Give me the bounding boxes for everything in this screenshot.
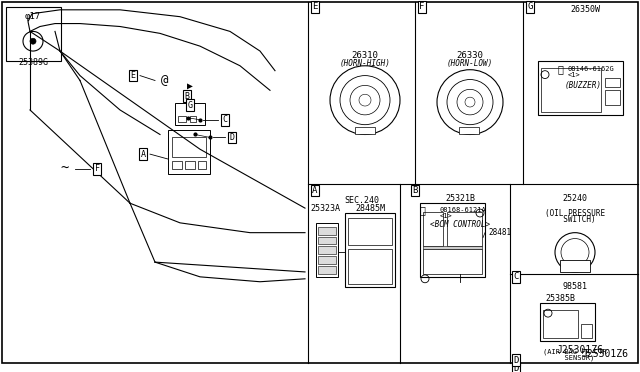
Text: B: B (412, 186, 418, 195)
Text: D: D (513, 356, 518, 365)
Text: 26310: 26310 (351, 51, 378, 61)
Text: 28485M: 28485M (355, 203, 385, 213)
Bar (316, 223, 338, 277)
Text: 25321B: 25321B (445, 194, 475, 203)
Text: 28481: 28481 (488, 228, 511, 237)
Bar (185, 161, 195, 169)
Text: 25389G: 25389G (18, 58, 48, 67)
Text: 25385B: 25385B (545, 294, 575, 303)
Bar (318, 256, 336, 264)
Text: D: D (513, 364, 518, 372)
Text: D: D (230, 133, 234, 142)
Text: (AIR BAG FR CTR: (AIR BAG FR CTR (543, 348, 607, 355)
Bar (318, 266, 336, 274)
Text: 25240: 25240 (563, 194, 588, 203)
Text: E: E (131, 71, 136, 80)
Bar (605, 90, 620, 105)
Text: SENSOR): SENSOR) (556, 354, 594, 360)
Bar (6, 7, 61, 61)
Text: (HORN-LOW): (HORN-LOW) (447, 59, 493, 68)
Text: B: B (184, 92, 189, 101)
Circle shape (30, 38, 36, 44)
Bar (459, 126, 479, 135)
Text: @: @ (161, 74, 169, 87)
Bar (178, 116, 186, 122)
Bar (355, 126, 375, 135)
Bar (447, 212, 482, 246)
Text: <BCM CONTROL>: <BCM CONTROL> (430, 220, 490, 229)
Bar (318, 227, 336, 235)
Bar (538, 61, 623, 115)
Bar (190, 116, 196, 122)
Bar (605, 77, 620, 87)
Text: 26350W: 26350W (570, 5, 600, 14)
Text: (BUZZER): (BUZZER) (564, 81, 602, 90)
Text: SEC.240: SEC.240 (344, 196, 380, 205)
Bar (318, 246, 336, 254)
Text: <1>: <1> (440, 213, 452, 219)
Bar (420, 203, 485, 277)
Text: A: A (312, 186, 317, 195)
Text: E: E (312, 2, 317, 12)
Text: φ17: φ17 (25, 12, 41, 21)
Text: ~: ~ (61, 162, 69, 176)
Bar (348, 218, 392, 246)
Text: 08168-6121A: 08168-6121A (440, 207, 487, 213)
Text: C: C (223, 115, 227, 124)
Text: (HORN-HIGH): (HORN-HIGH) (340, 59, 390, 68)
Text: <1>: <1> (568, 71, 580, 78)
Text: Ⓢ: Ⓢ (419, 205, 425, 215)
Bar (423, 246, 482, 249)
Text: 25323A: 25323A (310, 203, 340, 213)
Text: Ⓢ: Ⓢ (557, 64, 563, 74)
Bar (423, 249, 482, 274)
Bar (543, 310, 578, 338)
Text: A: A (141, 150, 145, 158)
Bar (423, 212, 443, 246)
Text: (OIL PRESSURE: (OIL PRESSURE (545, 209, 605, 218)
Bar (168, 129, 210, 174)
Bar (541, 68, 601, 112)
Bar (172, 137, 206, 157)
Bar (318, 237, 336, 244)
Bar (540, 303, 595, 341)
Text: 26330: 26330 (456, 51, 483, 61)
Bar (198, 161, 206, 169)
Bar (348, 249, 392, 284)
Bar (175, 103, 205, 125)
Bar (581, 324, 592, 338)
Text: C: C (513, 272, 518, 281)
Text: 98581: 98581 (563, 282, 588, 291)
Text: SWITCH): SWITCH) (554, 215, 596, 224)
Bar (345, 213, 395, 287)
Text: F: F (419, 2, 425, 12)
Text: 08146-6162G: 08146-6162G (568, 66, 615, 72)
Bar (172, 161, 182, 169)
Bar (560, 260, 590, 272)
Text: G: G (188, 100, 193, 109)
Text: G: G (527, 2, 532, 12)
Text: ▶: ▶ (187, 80, 193, 90)
Text: J25301Z6: J25301Z6 (582, 349, 628, 359)
Text: F: F (95, 164, 99, 173)
Text: J25301Z6: J25301Z6 (557, 345, 604, 355)
